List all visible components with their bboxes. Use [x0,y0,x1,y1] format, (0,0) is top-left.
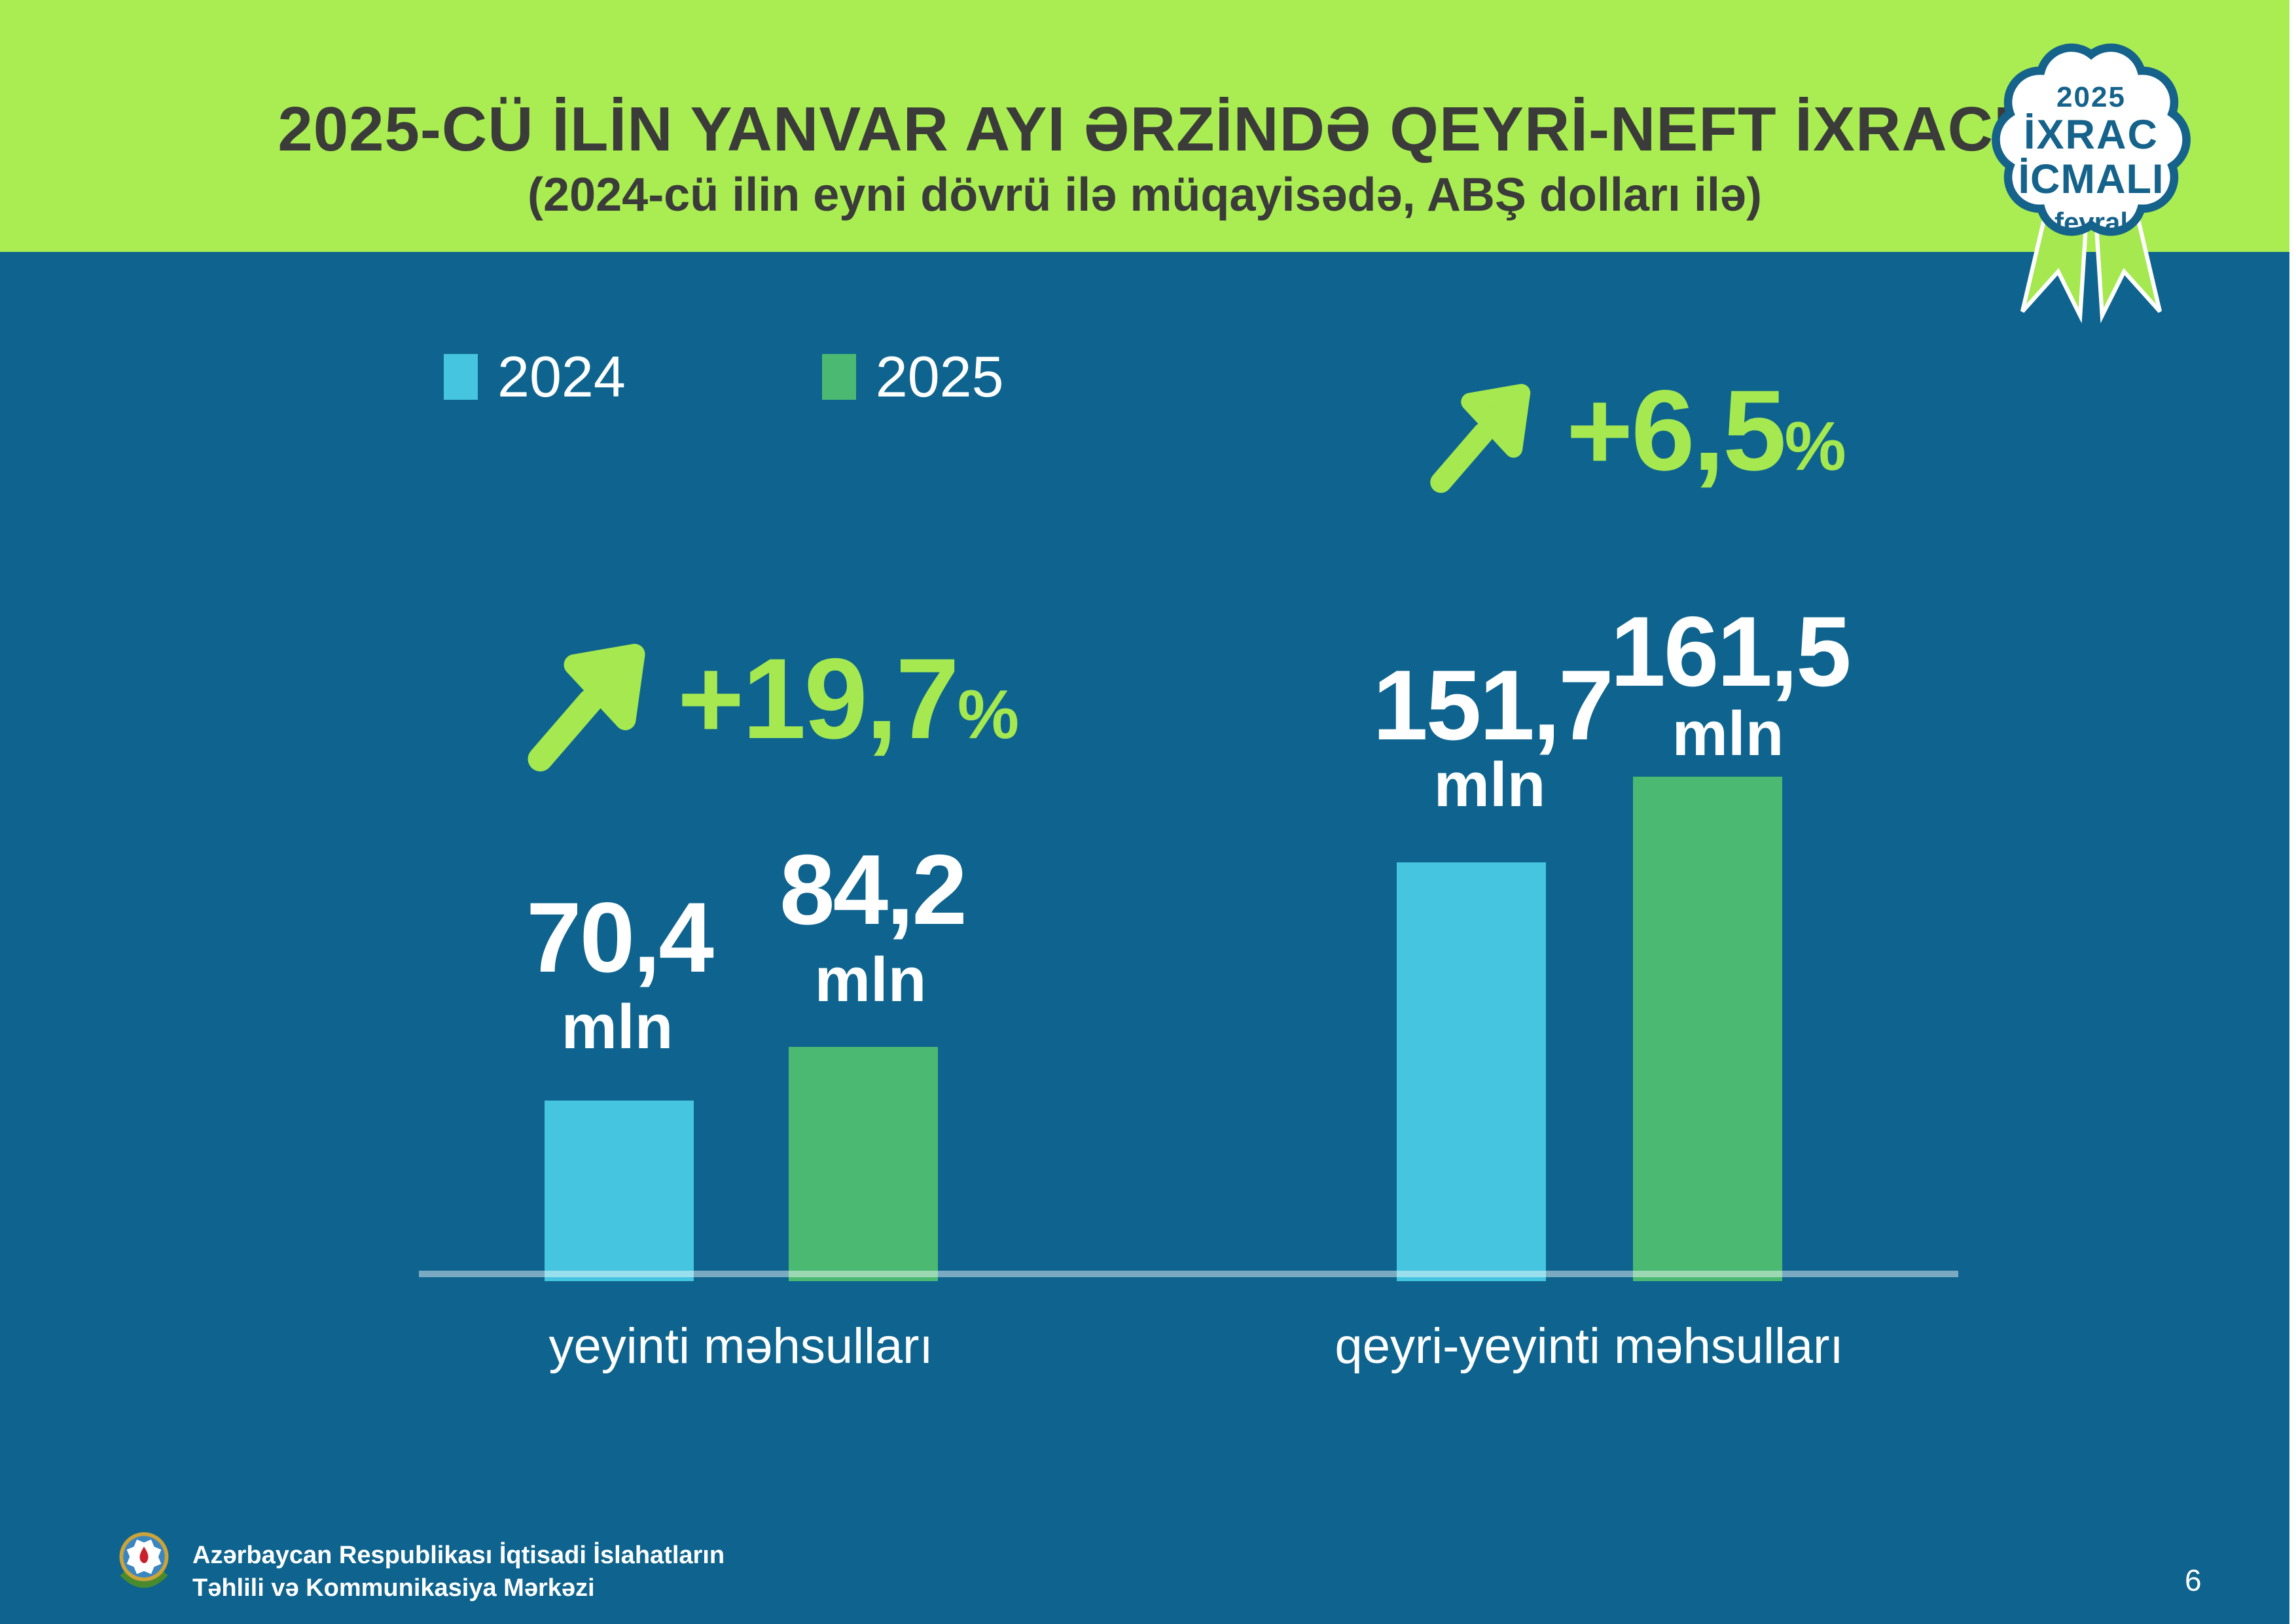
category-label-food: yeyinti məhsulları [548,1318,933,1374]
azerbaijan-coat-of-arms-icon [119,1532,169,1588]
bar-food-2024 [545,1101,694,1281]
badge-title-line1: İXRAC [2023,112,2159,158]
bar-unit-nonfood-2025: mln [1672,699,1784,769]
bar-nonfood-2025 [1633,777,1782,1281]
page-number: 6 [2185,1563,2202,1597]
badge-year: 2025 [2056,81,2126,113]
bar-food-2025 [789,1047,938,1281]
header-band: 2025-CÜ İLİN YANVAR AYI ƏRZİNDƏ QEYRİ-NE… [0,0,2289,252]
page-edge-margin [2289,0,2296,1624]
growth-text-nonfood: +6,5 % [1566,374,1846,488]
bar-unit-nonfood-2024: mln [1433,750,1546,820]
rosette-ribbon-icon [1992,43,2191,324]
legend: 2024 2025 [444,348,1004,406]
trend-up-arrow-icon [1430,383,1531,493]
legend-swatch-2025-icon [821,354,856,400]
bar-value-food-2025: 84,2 [780,834,967,945]
bar-nonfood-2024 [1397,862,1546,1281]
badge-title-line2: İCMALI [2018,156,2164,202]
bar-value-nonfood-2025: 161,5 [1610,596,1851,707]
organization-name-line1: Azərbaycan Respublikası İqtisadi İslahat… [192,1542,725,1569]
legend-item-2024: 2024 [444,348,626,406]
legend-swatch-2024-icon [444,354,478,400]
growth-block-food: +19,7 % [520,620,1019,777]
bar-unit-food-2025: mln [814,945,927,1015]
report-badge: 2025 İXRAC İCMALI fevral [1954,29,2229,360]
trend-up-arrow-icon [528,644,645,771]
organization-name: Azərbaycan Respublikası İqtisadi İslahat… [192,1539,725,1604]
growth-value-nonfood: +6,5 [1566,367,1786,495]
growth-text-food: +19,7 % [677,642,1019,756]
page-subtitle: (2024-cü ilin eyni dövrü ilə müqayisədə,… [528,169,1762,221]
growth-block-nonfood: +6,5 % [1419,364,1846,498]
bar-unit-food-2024: mln [561,992,673,1062]
legend-item-2025: 2025 [821,344,1004,409]
category-label-nonfood: qeyri-yeyinti məhsulları [1335,1318,1844,1374]
chart-baseline [419,1271,1958,1277]
growth-percent-sign-nonfood: % [1784,408,1846,485]
legend-label-2024: 2024 [497,344,626,409]
bar-value-food-2024: 70,4 [526,882,714,993]
badge-month: fevral [2054,207,2128,238]
organization-name-line2: Təhlili və Kommunikasiya Mərkəzi [192,1574,595,1602]
page-title: 2025-CÜ İLİN YANVAR AYI ƏRZİNDƏ QEYRİ-NE… [278,94,2012,164]
growth-percent-sign-food: % [957,675,1020,753]
bar-value-nonfood-2024: 151,7 [1372,650,1613,761]
growth-value-food: +19,7 [677,635,960,763]
legend-label-2025: 2025 [875,344,1004,409]
